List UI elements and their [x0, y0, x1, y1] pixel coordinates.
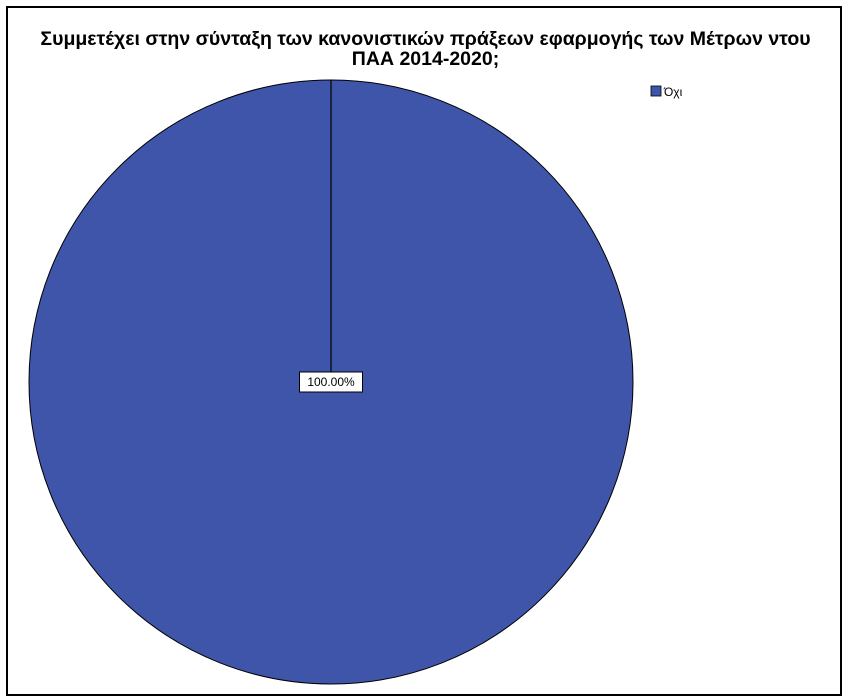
legend-label: Όχι [663, 85, 683, 99]
chart-title: Συμμετέχει στην σύνταξη των κανονιστικών… [40, 28, 811, 70]
data-labels: 100.00% [299, 371, 363, 393]
legend: Όχι [650, 85, 683, 99]
legend-swatch [650, 85, 662, 97]
data-label-box [299, 371, 363, 393]
data-label: 100.00% [307, 375, 355, 389]
